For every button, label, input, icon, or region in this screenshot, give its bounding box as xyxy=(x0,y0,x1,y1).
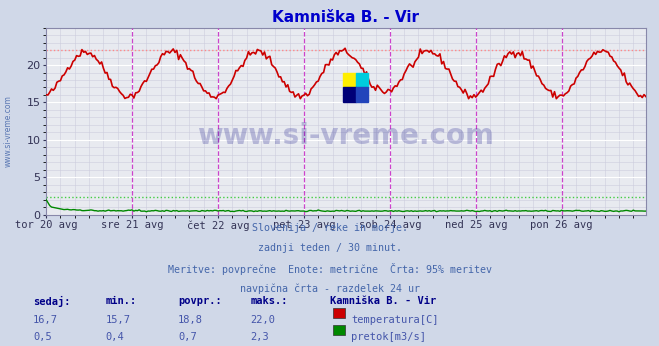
Text: Meritve: povprečne  Enote: metrične  Črta: 95% meritev: Meritve: povprečne Enote: metrične Črta:… xyxy=(167,263,492,275)
Polygon shape xyxy=(343,88,356,102)
Text: Slovenija / reke in morje.: Slovenija / reke in morje. xyxy=(252,223,407,233)
Text: pretok[m3/s]: pretok[m3/s] xyxy=(351,332,426,342)
Text: navpična črta - razdelek 24 ur: navpična črta - razdelek 24 ur xyxy=(239,283,420,294)
Text: 0,4: 0,4 xyxy=(105,332,124,342)
Text: 15,7: 15,7 xyxy=(105,315,130,325)
Title: Kamniška B. - Vir: Kamniška B. - Vir xyxy=(272,10,420,25)
Text: zadnji teden / 30 minut.: zadnji teden / 30 minut. xyxy=(258,243,401,253)
Text: 0,5: 0,5 xyxy=(33,332,51,342)
Text: 2,3: 2,3 xyxy=(250,332,269,342)
Text: www.si-vreme.com: www.si-vreme.com xyxy=(4,95,13,167)
Text: Kamniška B. - Vir: Kamniška B. - Vir xyxy=(330,296,436,306)
Text: 22,0: 22,0 xyxy=(250,315,275,325)
Text: 0,7: 0,7 xyxy=(178,332,196,342)
Polygon shape xyxy=(356,73,368,88)
Polygon shape xyxy=(356,88,368,102)
Text: povpr.:: povpr.: xyxy=(178,296,221,306)
Text: maks.:: maks.: xyxy=(250,296,288,306)
Text: min.:: min.: xyxy=(105,296,136,306)
Text: temperatura[C]: temperatura[C] xyxy=(351,315,439,325)
Polygon shape xyxy=(343,73,356,88)
Text: 16,7: 16,7 xyxy=(33,315,58,325)
Text: sedaj:: sedaj: xyxy=(33,296,71,307)
Text: www.si-vreme.com: www.si-vreme.com xyxy=(198,122,494,150)
Text: 18,8: 18,8 xyxy=(178,315,203,325)
